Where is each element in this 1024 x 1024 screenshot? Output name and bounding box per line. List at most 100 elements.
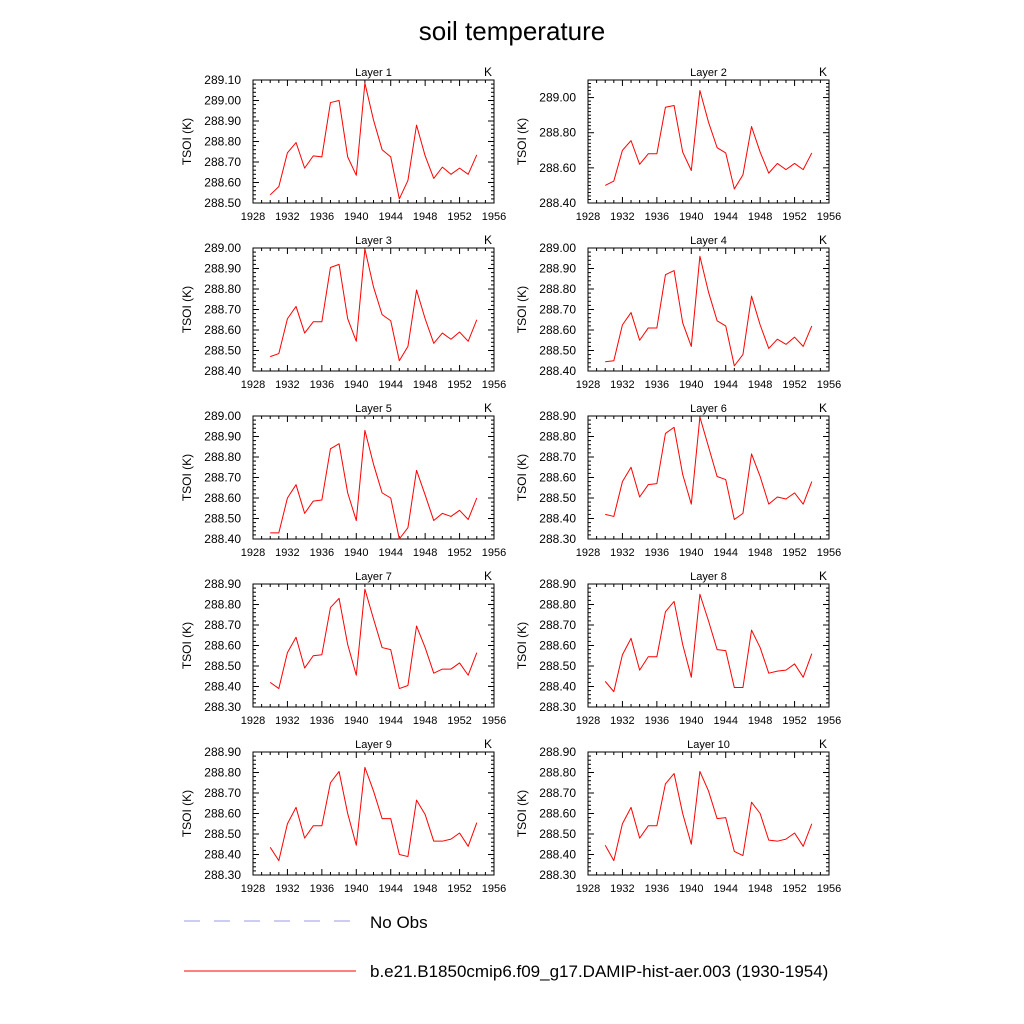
y-tick-label: 288.70 bbox=[539, 303, 576, 317]
y-tick-label: 288.60 bbox=[204, 639, 241, 653]
plot-frame bbox=[587, 751, 830, 876]
x-tick-label: 1952 bbox=[782, 547, 806, 559]
y-tick-label: 288.40 bbox=[204, 680, 241, 694]
y-tick-label: 288.90 bbox=[204, 262, 241, 276]
x-tick-label: 1928 bbox=[576, 379, 600, 391]
panel-title: Layer 2 bbox=[690, 67, 727, 79]
y-tick-label: 289.00 bbox=[539, 91, 576, 105]
x-tick-label: 1952 bbox=[447, 211, 471, 223]
x-tick-label: 1952 bbox=[447, 715, 471, 727]
x-tick-label: 1932 bbox=[275, 379, 299, 391]
y-tick-label: 288.60 bbox=[204, 176, 241, 190]
y-tick-label: 288.60 bbox=[204, 807, 241, 821]
y-tick-label: 288.40 bbox=[204, 532, 241, 546]
x-tick-label: 1944 bbox=[713, 211, 737, 223]
panel-units: K bbox=[819, 737, 827, 751]
x-tick-label: 1948 bbox=[748, 715, 772, 727]
y-tick-label: 288.50 bbox=[204, 344, 241, 358]
panel-units: K bbox=[484, 233, 492, 247]
y-tick-label: 288.60 bbox=[539, 161, 576, 175]
x-tick-label: 1952 bbox=[782, 715, 806, 727]
y-tick-label: 288.70 bbox=[539, 450, 576, 464]
x-tick-label: 1932 bbox=[275, 883, 299, 895]
y-tick-label: 288.90 bbox=[204, 745, 241, 759]
x-tick-label: 1944 bbox=[713, 715, 737, 727]
x-tick-label: 1952 bbox=[447, 883, 471, 895]
y-tick-label: 288.60 bbox=[539, 807, 576, 821]
y-axis-label: TSOI (K) bbox=[515, 454, 529, 501]
y-tick-label: 288.30 bbox=[539, 532, 576, 546]
panel-title: Layer 4 bbox=[690, 235, 727, 247]
x-tick-label: 1940 bbox=[679, 547, 703, 559]
x-tick-label: 1944 bbox=[378, 547, 402, 559]
plot-frame bbox=[252, 79, 495, 204]
panel-units: K bbox=[484, 737, 492, 751]
panel-layer-6: Layer 6 K TSOI (K) 1928 1932 1936 1940 1944 1948… bbox=[515, 401, 841, 559]
x-tick-label: 1956 bbox=[817, 547, 841, 559]
x-tick-label: 1956 bbox=[482, 715, 506, 727]
panel-title: Layer 9 bbox=[355, 739, 392, 751]
x-tick-label: 1952 bbox=[782, 883, 806, 895]
x-tick-label: 1928 bbox=[241, 883, 265, 895]
series-line bbox=[605, 255, 813, 367]
y-axis-label: TSOI (K) bbox=[180, 790, 194, 837]
y-tick-label: 288.40 bbox=[204, 848, 241, 862]
series-line bbox=[605, 416, 813, 521]
y-axis-label: TSOI (K) bbox=[515, 286, 529, 333]
panel-layer-5: Layer 5 K TSOI (K) 1928 1932 1936 1940 1944 1948… bbox=[180, 401, 506, 559]
y-tick-label: 288.50 bbox=[539, 491, 576, 505]
x-tick-label: 1936 bbox=[645, 883, 669, 895]
series-line bbox=[270, 248, 478, 362]
x-tick-label: 1936 bbox=[310, 883, 334, 895]
y-tick-label: 288.90 bbox=[539, 262, 576, 276]
x-tick-label: 1948 bbox=[413, 715, 437, 727]
y-tick-label: 288.90 bbox=[204, 430, 241, 444]
y-axis-label: TSOI (K) bbox=[180, 454, 194, 501]
panel-title: Layer 5 bbox=[355, 403, 392, 415]
panel-layer-10: Layer 10 K TSOI (K) 1928 1932 1936 1940 1944 194… bbox=[515, 737, 841, 895]
y-tick-label: 288.80 bbox=[204, 135, 241, 149]
y-tick-label: 288.40 bbox=[204, 364, 241, 378]
x-tick-label: 1928 bbox=[241, 379, 265, 391]
x-tick-label: 1956 bbox=[482, 379, 506, 391]
panel-title: Layer 8 bbox=[690, 571, 727, 583]
panel-units: K bbox=[484, 401, 492, 415]
x-tick-label: 1944 bbox=[713, 547, 737, 559]
panel-units: K bbox=[484, 65, 492, 79]
x-tick-label: 1932 bbox=[275, 547, 299, 559]
x-tick-label: 1948 bbox=[413, 211, 437, 223]
panel-layer-7: Layer 7 K TSOI (K) 1928 1932 1936 1940 1944 1948… bbox=[180, 569, 506, 727]
x-tick-label: 1936 bbox=[645, 379, 669, 391]
x-tick-label: 1944 bbox=[713, 379, 737, 391]
plot-frame bbox=[252, 415, 495, 540]
x-tick-label: 1928 bbox=[241, 547, 265, 559]
y-tick-label: 288.30 bbox=[539, 868, 576, 882]
legend-label-model: b.e21.B1850cmip6.f09_g17.DAMIP-hist-aer.… bbox=[370, 962, 828, 981]
x-tick-label: 1932 bbox=[610, 715, 634, 727]
x-tick-label: 1932 bbox=[610, 547, 634, 559]
x-tick-label: 1928 bbox=[241, 211, 265, 223]
x-tick-label: 1948 bbox=[748, 547, 772, 559]
y-tick-label: 288.60 bbox=[204, 323, 241, 337]
y-tick-label: 288.80 bbox=[539, 598, 576, 612]
panel-units: K bbox=[819, 401, 827, 415]
y-tick-label: 288.40 bbox=[539, 512, 576, 526]
x-tick-label: 1956 bbox=[482, 211, 506, 223]
y-axis-label: TSOI (K) bbox=[515, 118, 529, 165]
y-tick-label: 288.80 bbox=[204, 598, 241, 612]
plot-frame bbox=[587, 415, 830, 540]
panel-title: Layer 10 bbox=[687, 739, 730, 751]
y-tick-label: 288.90 bbox=[539, 409, 576, 423]
y-tick-label: 288.60 bbox=[204, 491, 241, 505]
y-tick-label: 289.00 bbox=[204, 241, 241, 255]
y-tick-label: 288.50 bbox=[539, 827, 576, 841]
y-tick-label: 288.70 bbox=[539, 618, 576, 632]
y-tick-label: 289.00 bbox=[204, 94, 241, 108]
panel-layer-2: Layer 2 K TSOI (K) 1928 1932 1936 1940 1944 1948… bbox=[515, 65, 841, 223]
series-line bbox=[604, 593, 813, 693]
y-tick-label: 288.60 bbox=[539, 471, 576, 485]
y-tick-label: 288.80 bbox=[539, 126, 576, 140]
y-tick-label: 288.50 bbox=[204, 512, 241, 526]
